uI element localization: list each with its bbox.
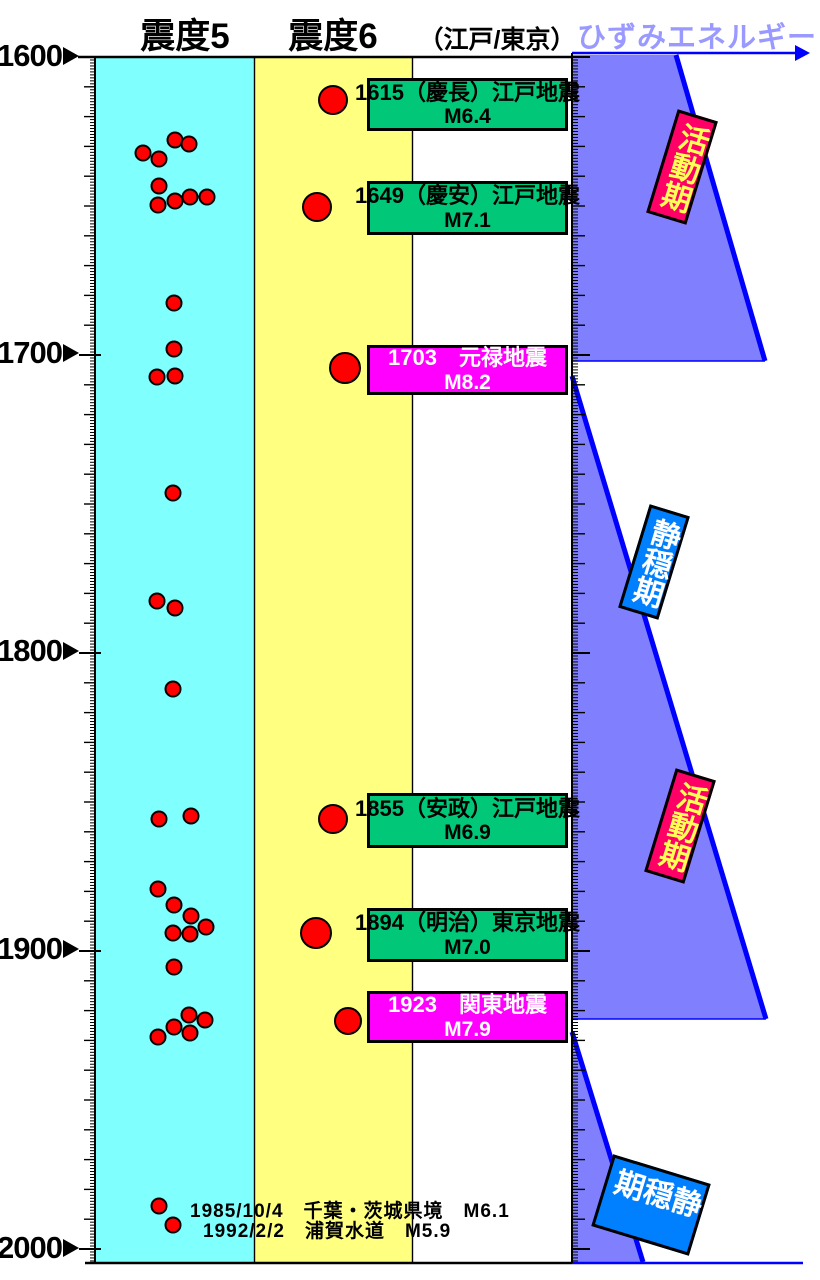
event-name: 1855（安政）江戸地震 <box>355 795 580 821</box>
earthquake-dot-intensity5 <box>166 367 184 385</box>
event-name: 1615（慶長）江戸地震 <box>355 79 580 105</box>
year-arrow-icon <box>63 641 79 660</box>
strain-accumulation-edge <box>569 375 769 1020</box>
earthquake-dot-intensity5 <box>165 294 183 312</box>
year-label-text: 1600 <box>0 38 63 73</box>
earthquake-dot-intensity5 <box>150 810 168 828</box>
event-name: 1649（慶安）江戸地震 <box>355 183 580 209</box>
earthquake-dot-intensity5 <box>149 880 167 898</box>
event-label-1703: 1703 元禄地震 M8.2 <box>367 345 568 395</box>
earthquake-dot-intensity5 <box>149 1028 167 1046</box>
earthquake-dot-intensity5 <box>164 484 182 502</box>
year-arrow-icon <box>63 46 79 65</box>
earthquake-dot-intensity5 <box>150 1197 168 1215</box>
earthquake-dot-intensity5 <box>165 896 183 914</box>
event-magnitude: M6.9 <box>444 821 491 845</box>
event-name: 1703 元禄地震 <box>388 345 547 371</box>
event-magnitude: M8.2 <box>444 370 491 394</box>
earthquake-dot-intensity5 <box>182 907 200 925</box>
earthquake-dot-intensity5 <box>150 177 168 195</box>
strain-accumulation-edge <box>673 54 768 362</box>
year-label-text: 2000 <box>0 1230 63 1265</box>
earthquake-dot-intensity6 <box>318 85 348 115</box>
earthquake-dot-intensity5 <box>164 680 182 698</box>
year-label-1600: 1600 <box>0 40 79 71</box>
year-arrow-icon <box>63 343 79 362</box>
earthquake-dot-intensity5 <box>165 340 183 358</box>
earthquake-dot-intensity5 <box>181 188 199 206</box>
year-label-1800: 1800 <box>0 635 79 666</box>
earthquake-dot-intensity5 <box>150 150 168 168</box>
footnote-2: 1992/2/2 浦賀水道 M5.9 <box>203 1221 452 1242</box>
earthquake-dot-intensity5 <box>165 958 183 976</box>
event-name: 1923 関東地震 <box>388 992 547 1018</box>
event-label-1894: 1894（明治）東京地震 M7.0 <box>355 908 580 962</box>
earthquake-dot-intensity5 <box>165 1018 183 1036</box>
earthquake-dot-intensity5 <box>180 135 198 153</box>
event-label-1615: 1615（慶長）江戸地震 M6.4 <box>355 78 580 131</box>
intensity5-column <box>95 57 254 1263</box>
earthquake-dot-intensity5 <box>181 1024 199 1042</box>
event-label-1923: 1923 関東地震 M7.9 <box>367 991 568 1043</box>
earthquake-dot-intensity5 <box>196 1011 214 1029</box>
year-label-2000: 2000 <box>0 1232 79 1263</box>
event-label-column <box>412 57 572 1263</box>
year-label-text: 1800 <box>0 633 63 668</box>
strain-axis-title: ひずみエネルギー <box>576 22 818 54</box>
earthquake-dot-intensity6 <box>300 917 332 949</box>
earthquake-dot-intensity5 <box>180 1006 198 1024</box>
earthquake-dot-intensity5 <box>164 924 182 942</box>
earthquake-dot-intensity6 <box>302 192 332 222</box>
year-label-1700: 1700 <box>0 337 79 368</box>
event-label-1649: 1649（慶安）江戸地震 M7.1 <box>355 181 580 235</box>
intensity6-column <box>254 57 412 1263</box>
earthquake-dot-intensity5 <box>149 196 167 214</box>
earthquake-dot-intensity6 <box>334 1007 362 1035</box>
column-header-intensity5: 震度5 <box>140 17 230 56</box>
footnote-1: 1985/10/4 千葉・茨城県境 M6.1 <box>190 1201 510 1222</box>
event-name: 1894（明治）東京地震 <box>355 910 580 936</box>
earthquake-dot-intensity5 <box>197 918 215 936</box>
event-magnitude: M7.1 <box>444 208 491 232</box>
earthquake-dot-intensity5 <box>198 188 216 206</box>
year-label-1900: 1900 <box>0 933 79 964</box>
event-label-1855: 1855（安政）江戸地震 M6.9 <box>355 793 580 848</box>
earthquake-dot-intensity5 <box>148 368 166 386</box>
event-magnitude: M7.0 <box>444 935 491 959</box>
column-header-intensity6: 震度6 <box>288 17 378 56</box>
earthquake-dot-intensity5 <box>134 144 152 162</box>
earthquake-dot-intensity5 <box>166 599 184 617</box>
event-magnitude: M7.9 <box>444 1017 491 1041</box>
year-label-text: 1900 <box>0 931 63 966</box>
year-label-text: 1700 <box>0 335 63 370</box>
earthquake-dot-intensity5 <box>182 807 200 825</box>
earthquake-dot-intensity5 <box>148 592 166 610</box>
earthquake-dot-intensity6 <box>329 352 361 384</box>
event-magnitude: M6.4 <box>444 105 491 129</box>
earthquake-dot-intensity5 <box>181 925 199 943</box>
location-label: （江戸/東京） <box>418 26 576 54</box>
year-arrow-icon <box>63 939 79 958</box>
year-arrow-icon <box>63 1238 79 1257</box>
earthquake-dot-intensity5 <box>164 1216 182 1234</box>
strain-axis-arrowhead-icon <box>795 45 810 61</box>
earthquake-dot-intensity6 <box>318 804 348 834</box>
